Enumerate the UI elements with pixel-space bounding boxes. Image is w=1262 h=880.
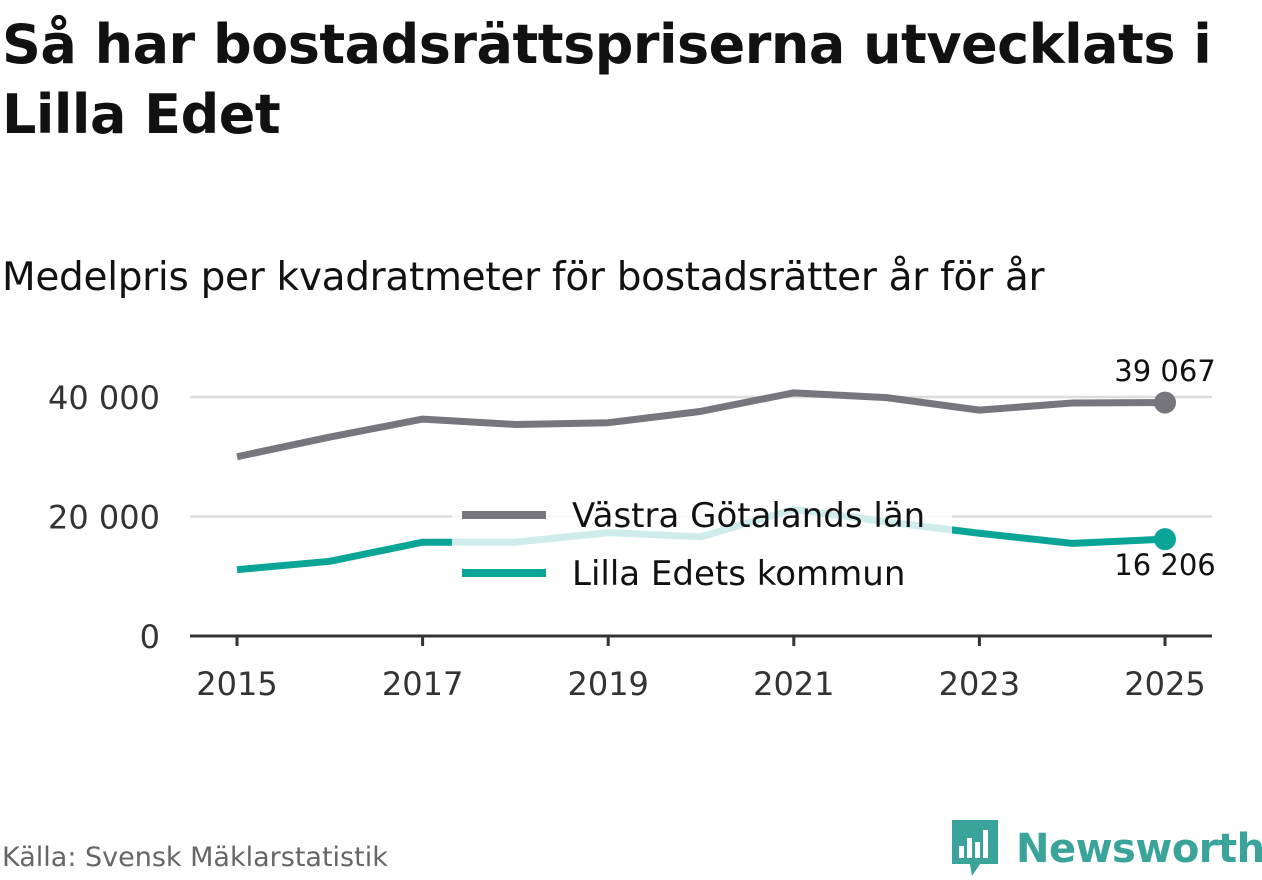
chart-subtitle: Medelpris per kvadratmeter för bostadsrä… xyxy=(2,255,1045,300)
data-point xyxy=(1069,540,1075,546)
end-point-vastra-gotaland xyxy=(1154,391,1176,414)
data-point xyxy=(512,421,518,427)
y-tick-label: 20 000 xyxy=(48,499,160,537)
data-point xyxy=(1069,400,1075,406)
x-tick-label: 2017 xyxy=(382,665,463,703)
legend-label-lilla-edet: Lilla Edets kommun xyxy=(572,554,905,594)
data-point xyxy=(976,407,982,413)
source-note: Källa: Svensk Mäklarstatistik xyxy=(2,842,388,873)
x-tick-label: 2025 xyxy=(1124,665,1205,703)
x-tick-label: 2021 xyxy=(753,665,834,703)
newsworthy-logo[interactable]: Newsworthy xyxy=(950,818,1262,880)
y-axis-ticks: 0 20 000 40 000 xyxy=(48,379,160,656)
legend: Västra Götalands län Lilla Edets kommun xyxy=(452,487,952,597)
data-point xyxy=(327,558,333,564)
data-point xyxy=(791,390,797,396)
legend-background xyxy=(452,487,952,597)
data-point xyxy=(976,530,982,536)
data-point xyxy=(420,416,426,422)
brand-name: Newsworthy xyxy=(1016,826,1262,872)
x-tick-label: 2023 xyxy=(939,665,1020,703)
legend-label-vastra-gotaland: Västra Götalands län xyxy=(572,496,925,536)
end-value-label-lilla-edet: 16 206 xyxy=(1114,548,1215,582)
data-point xyxy=(605,420,611,426)
x-tick-label: 2015 xyxy=(196,665,277,703)
data-point xyxy=(884,395,890,401)
series-line-vastra-gotaland xyxy=(236,389,1166,461)
data-point xyxy=(698,408,704,414)
chart-title: Så har bostadsrättspriserna utvecklats i… xyxy=(2,13,1212,146)
data-point xyxy=(327,434,333,440)
end-points: 39 067 16 206 xyxy=(1114,354,1215,582)
end-point-lilla-edet xyxy=(1154,528,1176,551)
data-point xyxy=(420,539,426,545)
x-axis-ticks: 2015 2017 2019 2021 2023 2025 xyxy=(196,665,1205,703)
end-value-label-vastra-gotaland: 39 067 xyxy=(1114,354,1215,388)
x-tick-label: 2019 xyxy=(567,665,648,703)
y-tick-label: 40 000 xyxy=(48,379,160,417)
data-point xyxy=(234,454,240,460)
data-point xyxy=(234,567,240,573)
newsworthy-logo-icon xyxy=(952,820,998,876)
y-tick-label: 0 xyxy=(140,618,160,656)
